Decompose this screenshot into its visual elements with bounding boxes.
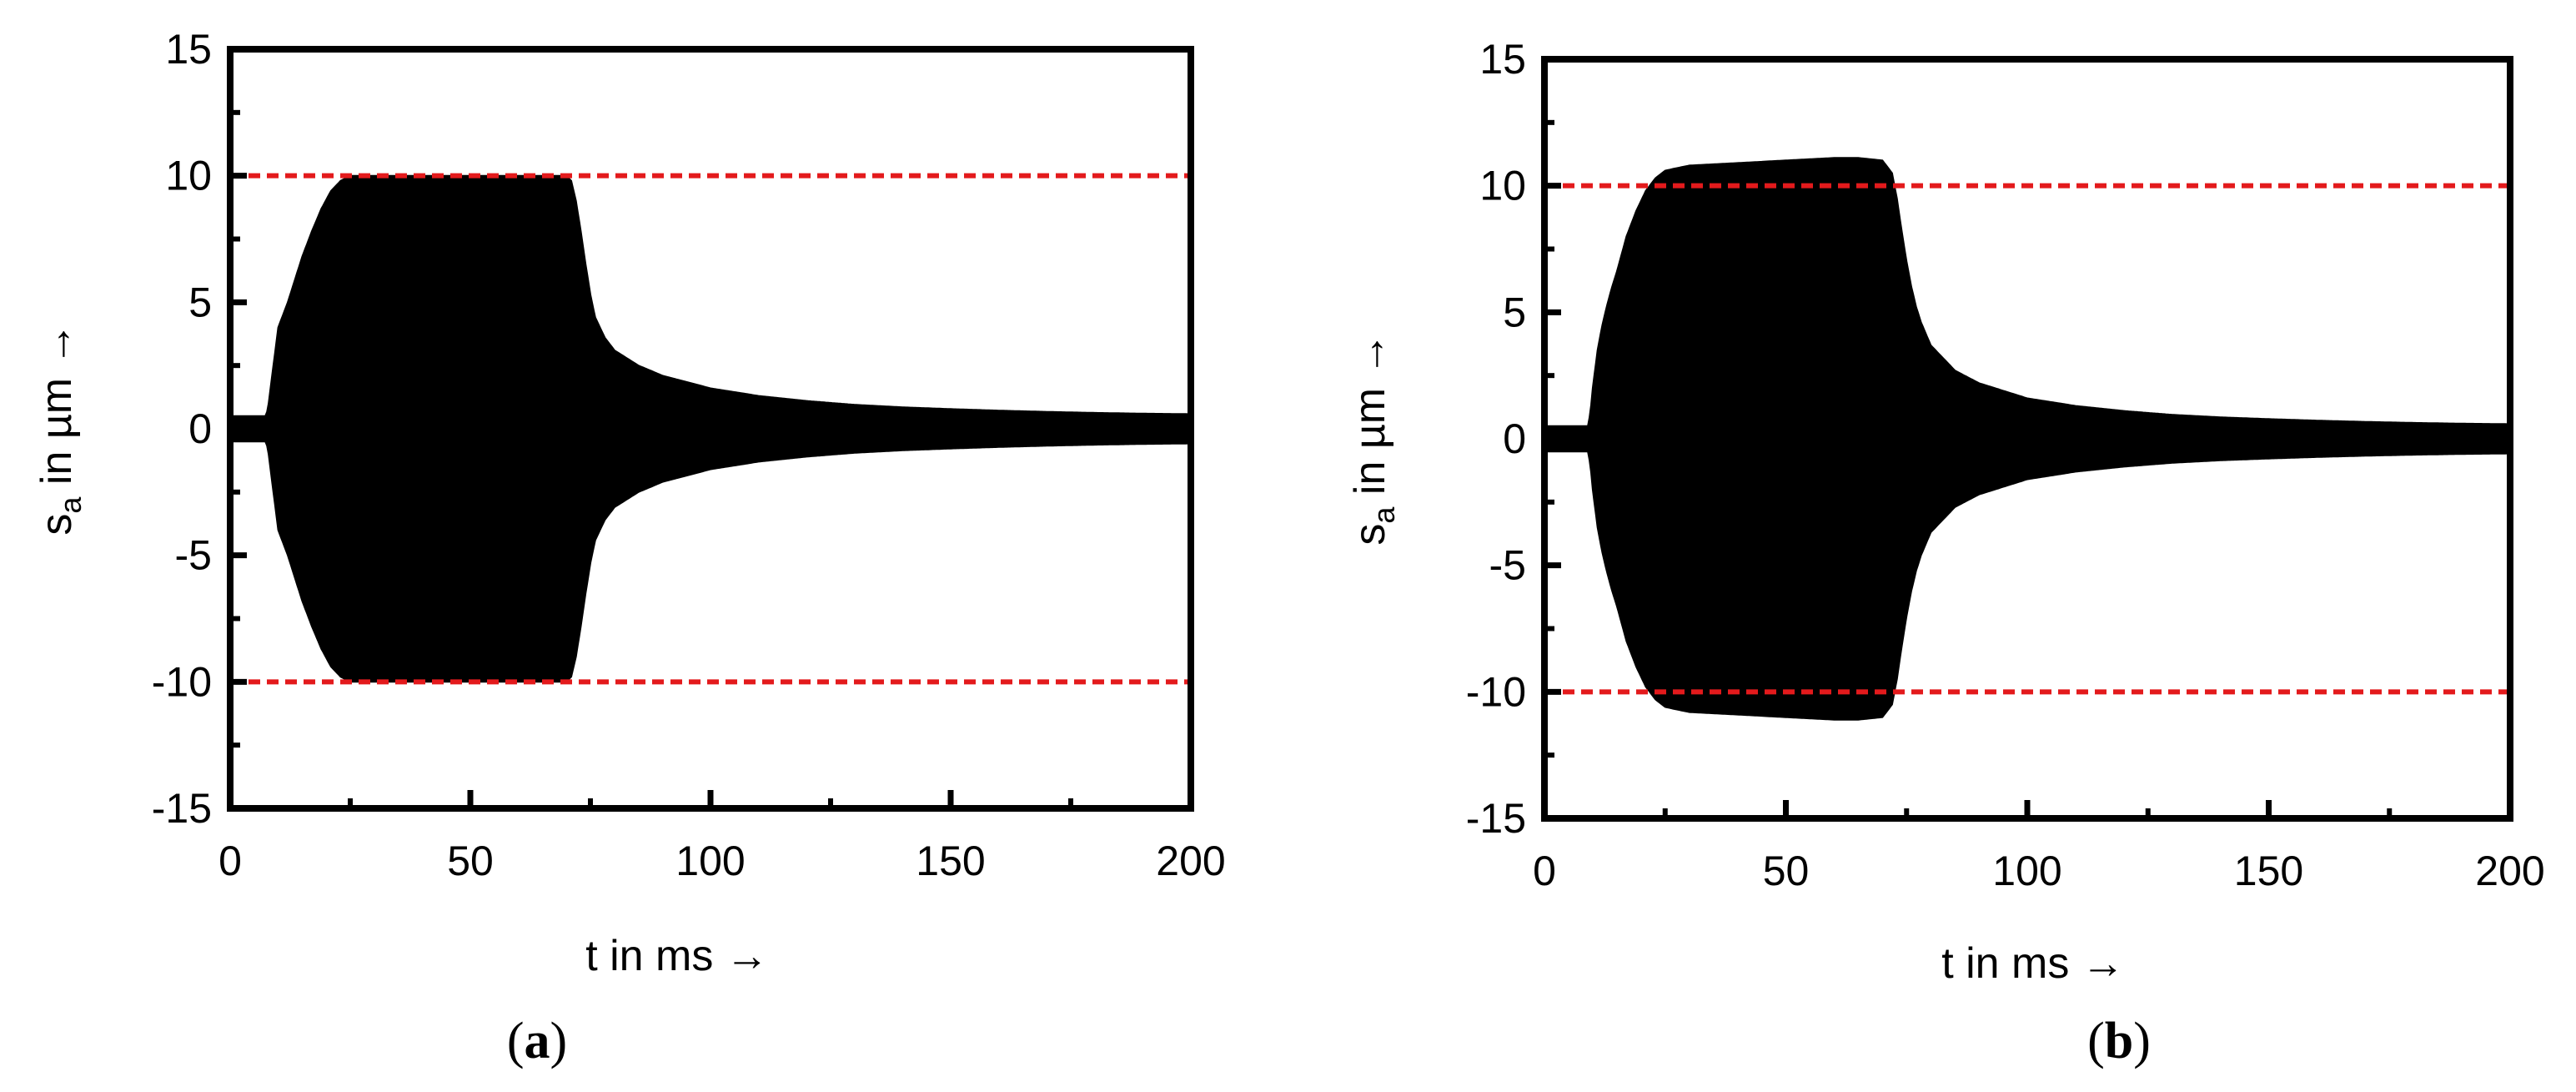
panel-label-letter: b [2105, 1013, 2133, 1069]
x-axis-title: t in ms → [585, 932, 769, 980]
y-axis-title: sa in µm → [33, 322, 88, 535]
y-tick-label: -5 [175, 532, 212, 579]
x-tick-label: 100 [1992, 848, 2061, 894]
y-axis-title-subscript: a [1367, 506, 1401, 524]
panel-label: (a) [507, 1013, 567, 1069]
x-axis-title: t in ms → [1941, 939, 2125, 988]
y-tick-label: 15 [1479, 36, 1526, 83]
y-tick-label: 10 [165, 153, 212, 199]
panel-label-close: ) [550, 1013, 568, 1069]
y-tick-label: 5 [1503, 289, 1526, 335]
x-tick-label: 150 [2234, 848, 2303, 894]
x-tick-label: 200 [1156, 838, 1225, 884]
y-axis-title-rest: in µm → [1346, 332, 1394, 506]
y-tick-label: -5 [1489, 542, 1526, 589]
y-axis-title-main: s [33, 514, 81, 536]
x-tick-label: 50 [1763, 848, 1810, 894]
y-tick-label: 5 [188, 279, 212, 325]
y-axis-title-rest: in µm → [33, 322, 81, 496]
panel-label-close: ) [2133, 1013, 2151, 1069]
x-tick-label: 150 [916, 838, 985, 884]
y-tick-label: 10 [1479, 163, 1526, 209]
panel-label-open: ( [507, 1013, 525, 1069]
x-tick-label: 0 [218, 838, 242, 884]
x-tick-label: 100 [675, 838, 745, 884]
y-axis-title-subscript: a [53, 496, 88, 514]
y-tick-label: 0 [188, 405, 212, 452]
y-axis-title-main: s [1346, 524, 1394, 546]
panel-label-letter: a [525, 1013, 550, 1069]
x-tick-label: 200 [2475, 848, 2544, 894]
y-tick-label: -15 [152, 785, 212, 832]
x-tick-label: 0 [1533, 848, 1556, 894]
y-tick-label: 15 [165, 26, 212, 73]
y-tick-label: 0 [1503, 415, 1526, 462]
y-tick-label: -10 [152, 658, 212, 705]
y-tick-label: -10 [1466, 668, 1526, 715]
panel-label-open: ( [2087, 1013, 2105, 1069]
panel-label: (b) [2087, 1013, 2151, 1069]
y-tick-label: -15 [1466, 795, 1526, 842]
x-tick-label: 50 [447, 838, 494, 884]
y-axis-title: sa in µm → [1346, 332, 1401, 545]
